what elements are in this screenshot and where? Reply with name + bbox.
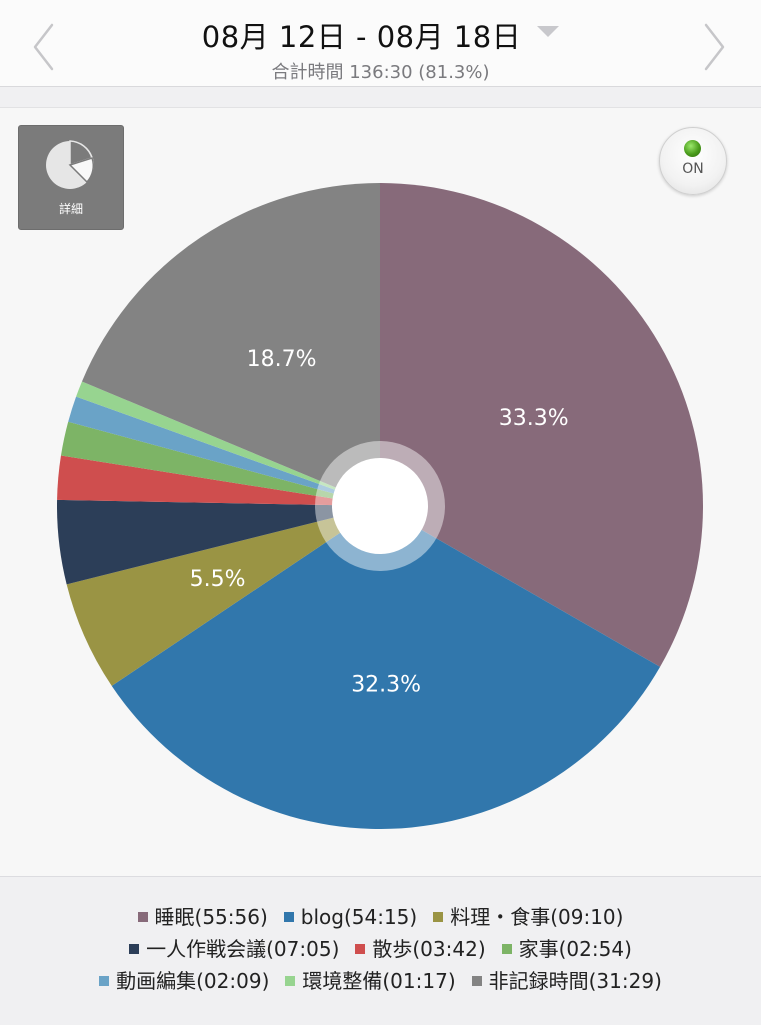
legend-item: 環境整備(01:17) [285, 965, 456, 994]
center-hole [332, 458, 428, 554]
legend-item: 散歩(03:42) [355, 933, 486, 962]
legend-swatch [99, 976, 110, 986]
legend-swatch [471, 976, 482, 986]
legend-item: 睡眠(55:56) [137, 901, 268, 930]
pie-slice[interactable] [76, 381, 380, 506]
legend-swatch [129, 944, 140, 954]
legend-label: 家事(02:54) [518, 937, 632, 961]
pie-slice[interactable] [66, 506, 380, 686]
dropdown-triangle-icon [537, 26, 560, 37]
pie-slice[interactable] [81, 183, 380, 506]
legend-item: 家事(02:54) [501, 933, 632, 962]
pie-slice[interactable] [60, 421, 381, 506]
legend-label: 料理・食事(09:10) [450, 905, 624, 929]
pie-slice[interactable] [57, 455, 381, 506]
legend-label: 散歩(03:42) [372, 937, 486, 961]
legend-swatch [501, 944, 512, 954]
chevron-right-icon [704, 23, 725, 71]
on-toggle-button[interactable]: ON [659, 127, 727, 195]
toggle-label: ON [682, 161, 704, 177]
legend-item: 一人作戦会議(07:05) [129, 933, 339, 962]
legend-row-3: 動画編集(02:09) 環境整備(01:17) 非記録時間(31:29) [0, 965, 761, 994]
date-range-label: 08月 12日 - 08月 18日 [201, 20, 522, 54]
legend-swatch [433, 912, 444, 922]
pie-chart-icon [46, 140, 95, 189]
pie-slice[interactable] [68, 396, 380, 506]
next-week-button[interactable] [698, 22, 728, 72]
legend-swatch [137, 912, 148, 922]
legend-item: 料理・食事(09:10) [433, 901, 623, 930]
legend-swatch [355, 944, 366, 954]
legend-label: 動画編集(02:09) [116, 969, 270, 993]
pie-slice[interactable] [380, 183, 703, 667]
total-time: 合計時間 136:30 (81.3%) [271, 62, 490, 83]
legend-label: 一人作戦会議(07:05) [146, 937, 340, 961]
slice-percent-label: 32.3% [351, 673, 421, 698]
legend-label: 環境整備(01:17) [302, 969, 456, 993]
legend-item: 非記録時間(31:29) [471, 965, 662, 994]
legend-item: 動画編集(02:09) [99, 965, 269, 994]
legend-label: 非記録時間(31:29) [488, 969, 662, 993]
legend-swatch [285, 976, 296, 986]
pie-slice[interactable] [56, 499, 380, 585]
legend-row-1: 睡眠(55:56) blog(54:15) 料理・食事(09:10) [0, 901, 761, 930]
header: 08月 12日 - 08月 18日 合計時間 136:30 (81.3%) [0, 0, 761, 87]
status-led-icon [684, 140, 701, 157]
slice-percent-label: 33.3% [499, 406, 569, 431]
detail-button[interactable]: 詳細 [18, 125, 124, 230]
legend-swatch [283, 912, 294, 922]
legend: 睡眠(55:56) blog(54:15) 料理・食事(09:10) 一人作戦会議(… [0, 876, 761, 1025]
legend-label: blog(54:15) [300, 905, 418, 929]
slice-percent-label: 5.5% [190, 567, 246, 592]
previous-week-button[interactable] [30, 22, 60, 72]
slice-percent-label: 18.7% [247, 347, 317, 372]
pie-slice[interactable] [111, 506, 661, 829]
date-range-selector[interactable]: 08月 12日 - 08月 18日 [0, 14, 761, 56]
legend-item: blog(54:15) [283, 905, 418, 929]
legend-label: 睡眠(55:56) [154, 905, 268, 929]
legend-row-2: 一人作戦会議(07:05) 散歩(03:42) 家事(02:54) [0, 933, 761, 962]
chevron-left-icon [33, 23, 54, 71]
detail-label: 詳細 [58, 202, 83, 216]
pie-chart: 33.3% 32.3% 5.5% 18.7% [56, 183, 703, 829]
